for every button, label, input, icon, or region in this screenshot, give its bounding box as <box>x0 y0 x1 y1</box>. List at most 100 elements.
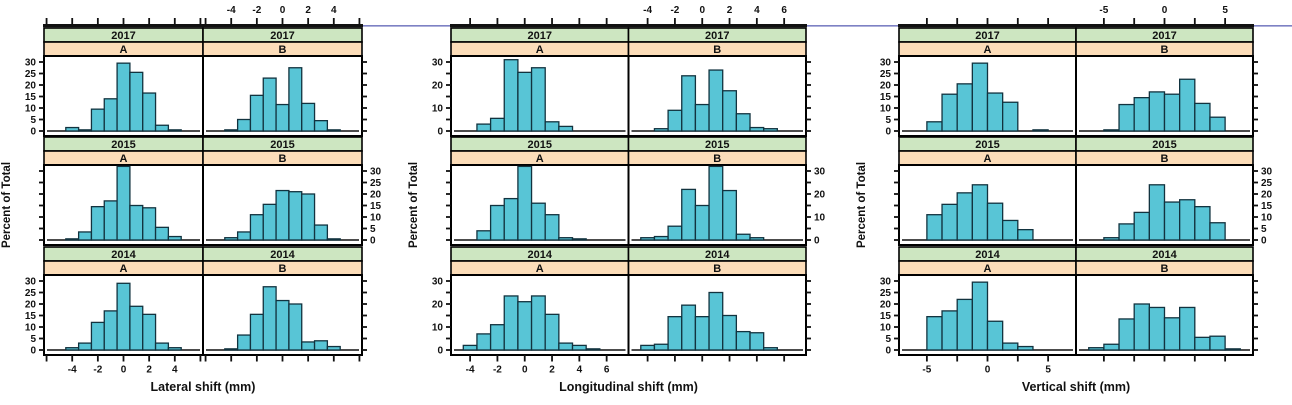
histogram-bar <box>262 286 277 351</box>
y-tick-label: 25 <box>880 69 892 80</box>
histogram-bar <box>571 238 587 241</box>
histogram-bar <box>65 347 80 351</box>
histogram-bar <box>103 200 118 241</box>
histogram-bar <box>1088 347 1105 351</box>
histogram-bar <box>129 305 144 351</box>
strip-year-label: 2015 <box>705 139 729 151</box>
histogram-bar <box>65 238 80 241</box>
histogram-bar <box>749 332 765 351</box>
x-tick-label: -4 <box>68 365 77 376</box>
histogram-bar <box>275 299 290 351</box>
x-tick-label: 4 <box>577 365 583 376</box>
y-tick-label: 20 <box>432 81 444 92</box>
histogram-bar <box>142 313 157 351</box>
histogram-bar <box>224 129 239 132</box>
histogram-bar <box>517 165 533 241</box>
histogram-bar <box>1133 97 1150 132</box>
lattice-plot-vertical: Percent of Total-5 0 52017A2017B0510152025… <box>856 5 1273 394</box>
histogram-bar <box>735 113 751 132</box>
histogram-bar <box>262 77 277 132</box>
y-tick-label: 5 <box>30 115 36 126</box>
histogram-bar <box>640 237 656 241</box>
histogram-bar <box>103 310 118 351</box>
histogram-bar <box>167 235 182 241</box>
top-axis-tick-label: 4 <box>754 5 760 16</box>
y-tick-label: 20 <box>880 300 892 311</box>
y-tick-label: 0 <box>30 127 36 138</box>
histogram-bar <box>77 342 93 351</box>
histogram-bar <box>1163 93 1181 132</box>
y-tick-label: 25 <box>880 288 892 299</box>
histogram-bar <box>249 214 264 241</box>
y-tick-label: 30 <box>370 167 382 178</box>
histogram-bar <box>530 67 546 132</box>
histogram-bar <box>558 237 574 241</box>
top-axis-line <box>43 24 363 28</box>
x-tick-label: 4 <box>172 365 178 376</box>
histogram-bar <box>1163 317 1181 351</box>
y-tick-label: 30 <box>814 167 826 178</box>
histogram-bar <box>530 202 546 241</box>
top-axis-tick-label: 0 <box>699 5 705 16</box>
strip-group-label: B <box>713 263 721 275</box>
histogram-bar <box>116 62 131 132</box>
histogram-bar <box>1133 303 1150 351</box>
y-tick-label: 15 <box>370 201 382 212</box>
histogram-bar <box>1179 78 1196 132</box>
top-axis-tick-label: -4 <box>643 5 652 16</box>
strip-group-label: A <box>536 263 544 275</box>
histogram-bar <box>735 233 751 241</box>
x-tick-label: 0 <box>121 365 127 376</box>
histogram-bar <box>154 342 170 351</box>
y-tick-label: 30 <box>432 277 444 288</box>
histogram-bar <box>667 109 683 132</box>
histogram-bar <box>503 295 519 351</box>
histogram-bar <box>90 108 105 132</box>
histogram-bar <box>956 192 973 241</box>
x-tick-label: 0 <box>522 365 528 376</box>
y-tick-label: 25 <box>370 178 382 189</box>
histogram-bar <box>301 102 316 132</box>
y-tick-label: 10 <box>814 213 826 224</box>
strip-year-label: 2017 <box>528 30 552 42</box>
histogram-bar <box>1224 348 1241 351</box>
y-tick-label: 30 <box>880 277 892 288</box>
histogram-bar <box>489 204 505 241</box>
histogram-bar <box>640 344 656 351</box>
histogram-bar <box>926 315 943 351</box>
histogram-bar <box>275 189 290 241</box>
strip-year-label: 2015 <box>111 139 135 151</box>
histogram-bar <box>1148 184 1166 241</box>
histogram-bar <box>129 71 144 132</box>
histogram-bar <box>653 235 669 241</box>
histogram-bar <box>1002 219 1019 241</box>
histogram-bar <box>1002 342 1019 351</box>
y-tick-label: 0 <box>1261 236 1267 247</box>
histogram-bar <box>116 165 131 241</box>
y-tick-label: 0 <box>437 127 443 138</box>
y-tick-label: 0 <box>814 236 820 247</box>
y-tick-label: 30 <box>25 277 37 288</box>
histogram-bar <box>1017 228 1034 241</box>
y-tick-label: 10 <box>432 104 444 115</box>
histogram-bar <box>142 207 157 241</box>
strip-year-label: 2014 <box>270 249 295 261</box>
x-tick-label: -5 <box>922 365 931 376</box>
lattice-plot-longitudinal: Percent of Total-4 -2 0 2 4 62017A2017B010203… <box>408 5 826 394</box>
histogram-bar <box>462 344 478 351</box>
top-axis-tick-label: -4 <box>227 5 236 16</box>
y-tick-label: 0 <box>30 346 36 357</box>
y-tick-label: 0 <box>370 236 376 247</box>
histogram-bar <box>116 282 131 351</box>
top-axis-tick-label: 5 <box>1222 5 1228 16</box>
histogram-bar <box>301 193 316 241</box>
histogram-bar <box>326 129 341 132</box>
top-axis-tick-label: 6 <box>781 5 787 16</box>
histogram-bar <box>313 340 329 351</box>
y-tick-label: 5 <box>1261 224 1267 235</box>
strip-year-label: 2014 <box>975 249 1000 261</box>
histogram-bar <box>986 202 1004 241</box>
histogram-bar <box>167 347 182 351</box>
y-tick-label: 20 <box>432 300 444 311</box>
